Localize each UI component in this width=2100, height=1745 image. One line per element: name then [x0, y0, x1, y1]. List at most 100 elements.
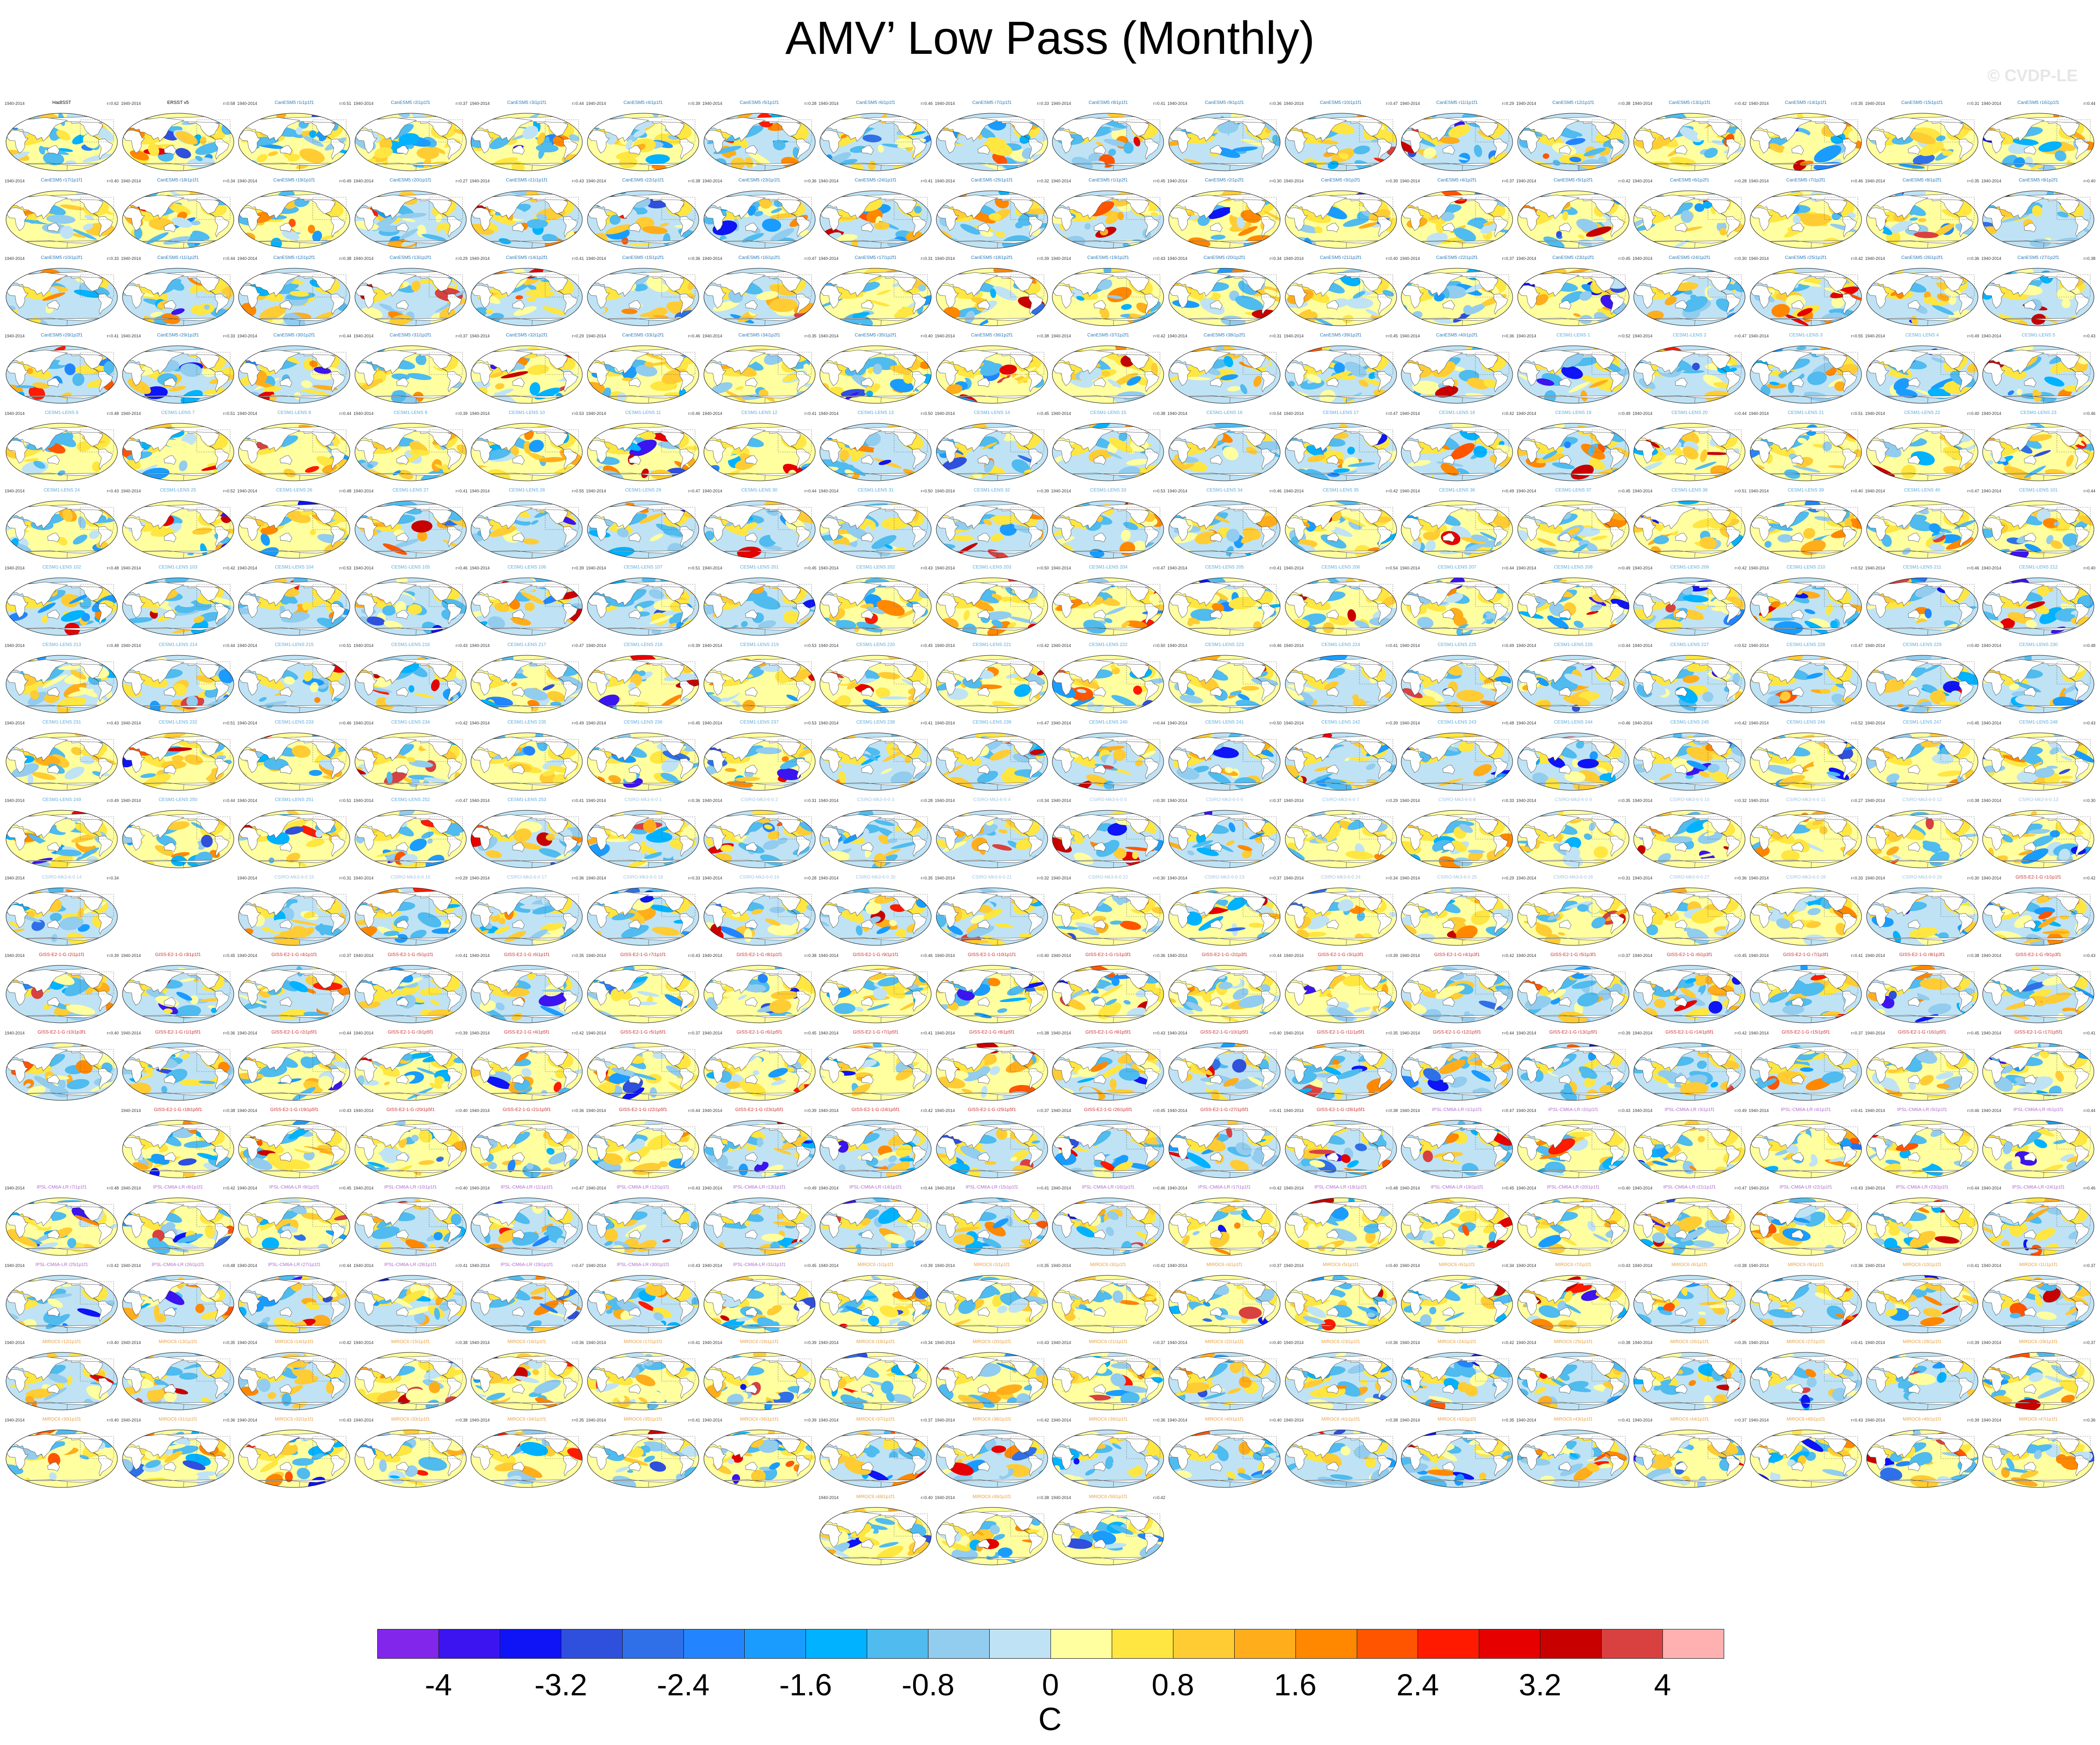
map-panel: 1940-2014 CESM1-LENS 101 r=0.44	[1980, 488, 2096, 565]
land-mass	[1988, 355, 1992, 359]
warm-anomaly	[1258, 113, 1280, 118]
panel-pattern-correlation: r=0.37	[1502, 256, 1514, 261]
map-panel: 1940-2014 CESM1-LENS 6 r=0.48	[4, 410, 120, 488]
sst-anomaly-map	[819, 268, 932, 326]
amv-region-box	[312, 119, 347, 142]
panel-pattern-correlation: r=0.50	[921, 488, 933, 493]
warm-anomaly	[83, 134, 99, 149]
sst-anomaly-map	[819, 113, 932, 171]
land-mass	[477, 200, 481, 204]
land-mass	[1872, 510, 1876, 514]
panel-pattern-correlation: r=0.48	[107, 411, 119, 416]
panel-dataset-name: CanESM5 r27i1p2f1	[2017, 255, 2060, 260]
land-mass	[244, 433, 248, 436]
cool-anomaly	[309, 130, 317, 138]
cool-anomaly	[1267, 396, 1278, 403]
land-mass	[1286, 130, 1308, 154]
panel-dataset-name: CanESM5 r14i1p2f1	[506, 255, 548, 260]
cool-anomaly	[1353, 145, 1370, 155]
panel-dataset-name: CanESM5 r17i1p1f1	[40, 177, 83, 183]
land-mass	[1756, 123, 1759, 127]
panel-pattern-correlation: r=0.44	[223, 256, 235, 261]
land-mass	[709, 355, 713, 359]
map-panel: 1940-2014 CESM1-LENS 1 r=0.52	[1515, 333, 1631, 410]
sst-anomaly-map	[6, 345, 118, 404]
panel-pattern-correlation: r=0.43	[107, 488, 119, 493]
panel-dataset-name: CanESM5 r8i1p1f1	[1089, 100, 1128, 105]
sst-anomaly-map	[587, 423, 699, 481]
map-panel: 1940-2014 CanESM5 r19i1p2f1 r=0.43	[1050, 255, 1166, 333]
warm-anomaly	[680, 240, 687, 245]
map-panel: 1940-2014 CanESM5 r14i1p2f1 r=0.41	[469, 255, 585, 333]
sst-anomaly-map	[1982, 113, 2094, 171]
land-mass	[1988, 278, 1992, 281]
land-mass	[825, 355, 830, 359]
map-panel: 1940-2014 CanESM5 r14i1p1f1 r=0.35	[1748, 100, 1864, 178]
cool-anomaly	[570, 505, 583, 510]
cool-anomaly	[296, 127, 303, 135]
sst-anomaly-map	[354, 190, 467, 249]
sst-anomaly-map	[587, 113, 699, 171]
land-mass	[1053, 130, 1075, 154]
warm-anomaly	[299, 148, 325, 163]
cool-anomaly	[1583, 148, 1606, 156]
sst-anomaly-map	[122, 345, 234, 404]
warm-anomaly	[99, 628, 110, 634]
panel-pattern-correlation: r=0.49	[1618, 411, 1630, 416]
map-panel: 1940-2014 CESM1-LENS 22 r=0.40	[1864, 410, 1980, 488]
map-panel: 1940-2014 CESM1-LENS 14 r=0.45	[934, 410, 1050, 488]
cool-anomaly	[1108, 149, 1116, 156]
amv-region-box	[196, 119, 230, 142]
sst-anomaly-map	[1633, 500, 1746, 558]
map-panel: 1940-2014 CanESM5 r32i1p2f1 r=0.29	[469, 333, 585, 410]
panel-pattern-correlation: r=0.33	[223, 333, 235, 338]
warm-anomaly	[908, 396, 932, 402]
land-mass	[1756, 355, 1759, 359]
sst-anomaly-map	[1052, 500, 1164, 558]
sst-anomaly-map	[470, 268, 583, 326]
panel-dataset-name: CESM1-LENS 12	[741, 410, 778, 415]
cool-anomaly	[863, 134, 882, 142]
panel-pattern-correlation: r=0.29	[456, 256, 468, 261]
land-mass	[1523, 355, 1527, 359]
panel-pattern-correlation: r=0.40	[107, 178, 119, 183]
land-mass	[1640, 510, 1643, 514]
map-frame	[122, 113, 234, 171]
panel-dataset-name: CanESM5 r34i1p2f1	[738, 332, 780, 338]
warm-anomaly	[1866, 272, 1875, 283]
sst-anomaly-map	[1285, 268, 1397, 326]
panel-pattern-correlation: r=0.38	[688, 178, 700, 183]
land-mass	[1407, 433, 1411, 436]
map-panel: 1940-2014 CESM1-LENS 13 r=0.50	[818, 410, 934, 488]
cool-anomaly	[195, 155, 203, 162]
panel-dataset-name: CESM1-LENS 104	[275, 565, 314, 570]
warm-anomaly	[1374, 129, 1397, 142]
map-panel: 1940-2014 CESM1-LENS 104 r=0.53	[236, 565, 352, 642]
panel-dataset-name: CanESM5 r29i1p2f1	[157, 332, 199, 338]
warm-anomaly	[268, 151, 278, 156]
cool-anomaly	[1214, 133, 1233, 148]
land-mass	[361, 278, 364, 281]
warm-anomaly	[122, 578, 133, 589]
cool-anomaly	[1019, 134, 1031, 144]
map-panel: 1940-2014 CanESM5 r11i1p2f1 r=0.44	[120, 255, 236, 333]
amv-region-box	[1010, 119, 1044, 142]
panel-dataset-name: CESM1-LENS 25	[160, 487, 196, 493]
panel-dataset-name: CanESM5 r18i1p1f1	[157, 177, 199, 183]
panel-period: 1940-2014	[1167, 101, 1188, 106]
warm-anomaly	[1339, 152, 1349, 160]
warm-anomaly	[1052, 233, 1059, 239]
map-panel: 1940-2014 CESM1-LENS 105 r=0.46	[353, 565, 469, 642]
panel-period: 1940-2014	[1516, 101, 1536, 106]
sst-anomaly-map	[1052, 345, 1164, 404]
cool-anomaly	[1634, 268, 1655, 273]
warm-anomaly	[1241, 139, 1268, 147]
sst-anomaly-map	[819, 190, 932, 249]
land-mass	[593, 510, 597, 514]
panel-pattern-correlation: r=0.45	[1618, 256, 1630, 261]
land-mass	[709, 200, 713, 204]
map-panel: 1940-2014 CESM1-LENS 30 r=0.44	[702, 488, 818, 565]
warm-anomaly	[124, 195, 131, 200]
map-panel: 1940-2014 CanESM5 r11i1p1f1 r=0.29	[1399, 100, 1515, 178]
cool-anomaly	[1569, 156, 1581, 162]
